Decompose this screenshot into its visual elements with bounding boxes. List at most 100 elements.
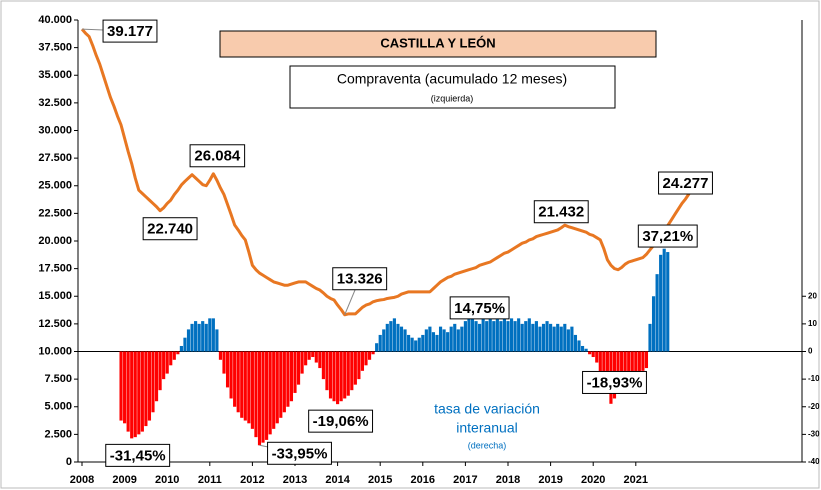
bar (506, 321, 510, 352)
label-box (637, 224, 698, 248)
bar (534, 321, 538, 352)
label-box (189, 144, 246, 168)
data-label: 13.326 (337, 271, 383, 288)
data-label: -33,95% (272, 445, 328, 462)
bar (360, 351, 365, 371)
y-tick-label: 5.000 (44, 401, 72, 413)
bar (648, 323, 652, 352)
bar (573, 334, 578, 352)
bar (524, 321, 528, 352)
bar (456, 329, 460, 352)
bar (580, 345, 585, 352)
bar (179, 345, 183, 352)
bar (133, 351, 137, 438)
bar (350, 351, 354, 391)
bar (527, 318, 531, 352)
label-box (582, 370, 647, 394)
bar (225, 351, 230, 388)
bar (449, 326, 453, 352)
bar (630, 351, 634, 377)
y-tick-label: 20.000 (38, 235, 72, 247)
bar (478, 323, 482, 352)
bar (424, 329, 428, 352)
bar (126, 351, 130, 432)
y2-tick-label: 20 (808, 291, 817, 300)
bar (282, 351, 286, 413)
bar (215, 329, 219, 352)
bar (481, 318, 485, 352)
bar (130, 351, 134, 439)
bar (442, 329, 446, 352)
annotation: (derecha) (468, 440, 507, 450)
bar (332, 351, 336, 402)
y-tick-label: 0 (66, 456, 72, 468)
bar (502, 318, 507, 352)
bar (289, 351, 294, 402)
data-label: -31,45% (110, 447, 166, 464)
bar (414, 340, 418, 352)
y-tick-label: 15.000 (38, 290, 72, 302)
bar (488, 318, 492, 352)
bar (208, 318, 212, 352)
bar (495, 318, 499, 352)
bar (541, 323, 546, 352)
annotation: (izquierda) (431, 93, 474, 103)
bar (339, 351, 343, 402)
bar (517, 318, 521, 352)
y-tick-label: 27.500 (38, 152, 72, 164)
bar (176, 351, 180, 355)
bar (651, 296, 656, 352)
label-box (332, 267, 388, 291)
bar (563, 323, 567, 352)
y-tick-label: 25.000 (38, 180, 72, 192)
bar (147, 351, 152, 421)
bar (385, 323, 389, 352)
bar (463, 321, 467, 352)
bar (410, 337, 414, 352)
bar (595, 351, 599, 363)
bar (190, 323, 194, 352)
data-label: 37,21% (642, 228, 693, 245)
x-tick-label: 2009 (112, 474, 136, 486)
label-box (658, 171, 713, 195)
bar (123, 351, 127, 424)
bar (421, 334, 425, 352)
bar (367, 351, 372, 360)
bar (460, 326, 464, 352)
y-tick-label: 10.000 (38, 345, 72, 357)
bar (169, 351, 173, 366)
annotation: tasa de variación (434, 401, 540, 417)
bar (353, 351, 357, 385)
x-tick-label: 2019 (538, 474, 562, 486)
data-label: 26.084 (194, 148, 241, 165)
bar (364, 351, 368, 366)
label-box (105, 443, 171, 467)
label-box (533, 200, 589, 224)
x-tick-label: 2016 (411, 474, 435, 486)
bar (357, 351, 361, 380)
data-label: 39.177 (107, 23, 153, 40)
bar (144, 351, 148, 427)
bar (378, 334, 382, 352)
bar (328, 351, 333, 399)
data-label: 24.277 (663, 175, 709, 192)
data-label: 22.740 (147, 221, 193, 238)
y-tick-label: 40.000 (38, 14, 72, 26)
bar (236, 351, 240, 413)
bar (417, 337, 421, 352)
bar (509, 318, 514, 352)
bar (162, 351, 166, 380)
bar (275, 351, 279, 424)
bar (311, 351, 315, 358)
bar (314, 351, 318, 363)
data-label: 14,75% (454, 300, 505, 317)
x-tick-label: 2021 (624, 474, 648, 486)
bar (641, 351, 645, 371)
bar (336, 351, 340, 405)
bar (250, 351, 254, 429)
y2-tick-label: 10 (808, 319, 817, 328)
bar (556, 323, 560, 352)
x-tick-label: 2017 (453, 474, 477, 486)
bar (549, 323, 553, 352)
bar (403, 329, 407, 352)
